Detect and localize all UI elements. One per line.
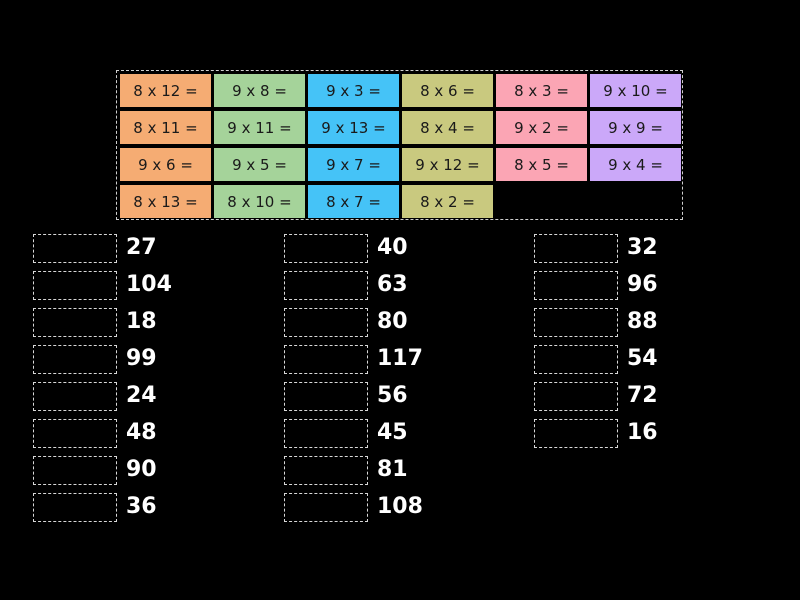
- answer-row: 108: [284, 493, 504, 530]
- answer-value: 48: [126, 420, 157, 445]
- expression-tile[interactable]: 8 x 6 =: [402, 74, 493, 107]
- answer-row: 18: [33, 308, 253, 345]
- answer-row: 36: [33, 493, 253, 530]
- drop-slot[interactable]: [284, 234, 368, 263]
- expression-tile[interactable]: 9 x 3 =: [308, 74, 399, 107]
- expression-tile[interactable]: 9 x 2 =: [496, 111, 587, 144]
- answer-row: 56: [284, 382, 504, 419]
- expression-tile[interactable]: 8 x 11 =: [120, 111, 211, 144]
- answer-row: 80: [284, 308, 504, 345]
- answer-value: 117: [377, 346, 423, 371]
- drop-slot[interactable]: [284, 456, 368, 485]
- answer-row: 16: [534, 419, 754, 456]
- drop-slot[interactable]: [284, 271, 368, 300]
- answer-value: 40: [377, 235, 408, 260]
- answer-value: 63: [377, 272, 408, 297]
- answer-row: 40: [284, 234, 504, 271]
- answer-row: 81: [284, 456, 504, 493]
- expression-tile[interactable]: 8 x 4 =: [402, 111, 493, 144]
- answer-value: 81: [377, 457, 408, 482]
- drop-slot[interactable]: [534, 382, 618, 411]
- expression-tile[interactable]: 8 x 3 =: [496, 74, 587, 107]
- expression-tile[interactable]: 9 x 5 =: [214, 148, 305, 181]
- answer-value: 32: [627, 235, 658, 260]
- answer-row: 90: [33, 456, 253, 493]
- answer-value: 36: [126, 494, 157, 519]
- answer-value: 24: [126, 383, 157, 408]
- drop-slot[interactable]: [33, 345, 117, 374]
- answer-value: 99: [126, 346, 157, 371]
- answer-value: 90: [126, 457, 157, 482]
- answer-value: 27: [126, 235, 157, 260]
- drop-slot[interactable]: [33, 456, 117, 485]
- drop-slot[interactable]: [284, 308, 368, 337]
- answer-row: 32: [534, 234, 754, 271]
- tile-pool: 8 x 12 = 9 x 8 = 9 x 3 = 8 x 6 = 8 x 3 = 9 x …: [116, 70, 683, 220]
- drop-slot[interactable]: [33, 382, 117, 411]
- expression-tile[interactable]: 8 x 13 =: [120, 185, 211, 218]
- answer-value: 72: [627, 383, 658, 408]
- answer-row: 24: [33, 382, 253, 419]
- expression-tile[interactable]: 8 x 12 =: [120, 74, 211, 107]
- answer-value: 96: [627, 272, 658, 297]
- expression-tile[interactable]: 9 x 11 =: [214, 111, 305, 144]
- expression-tile[interactable]: 8 x 5 =: [496, 148, 587, 181]
- drop-slot[interactable]: [284, 419, 368, 448]
- answer-value: 88: [627, 309, 658, 334]
- answer-row: 104: [33, 271, 253, 308]
- expression-tile[interactable]: 8 x 10 =: [214, 185, 305, 218]
- answer-row: 96: [534, 271, 754, 308]
- answer-row: 63: [284, 271, 504, 308]
- answer-row: 88: [534, 308, 754, 345]
- drop-slot[interactable]: [534, 308, 618, 337]
- drop-slot[interactable]: [534, 419, 618, 448]
- expression-tile[interactable]: 9 x 13 =: [308, 111, 399, 144]
- answer-row: 45: [284, 419, 504, 456]
- answer-value: 18: [126, 309, 157, 334]
- expression-tile[interactable]: 8 x 7 =: [308, 185, 399, 218]
- answer-value: 54: [627, 346, 658, 371]
- answer-column-2: 40 63 80 117 56 45 81 108: [284, 234, 504, 530]
- drop-slot[interactable]: [534, 234, 618, 263]
- answer-value: 16: [627, 420, 658, 445]
- drop-slot[interactable]: [534, 345, 618, 374]
- expression-tile[interactable]: 8 x 2 =: [402, 185, 493, 218]
- answer-row: 54: [534, 345, 754, 382]
- expression-tile[interactable]: 9 x 8 =: [214, 74, 305, 107]
- expression-tile[interactable]: 9 x 12 =: [402, 148, 493, 181]
- answer-value: 56: [377, 383, 408, 408]
- answer-value: 108: [377, 494, 423, 519]
- answer-value: 80: [377, 309, 408, 334]
- expression-tile[interactable]: 9 x 9 =: [590, 111, 681, 144]
- drop-slot[interactable]: [33, 419, 117, 448]
- answer-row: 27: [33, 234, 253, 271]
- drop-slot[interactable]: [284, 493, 368, 522]
- drop-slot[interactable]: [284, 345, 368, 374]
- answer-row: 117: [284, 345, 504, 382]
- drop-slot[interactable]: [534, 271, 618, 300]
- answer-value: 45: [377, 420, 408, 445]
- answer-column-1: 27 104 18 99 24 48 90 36: [33, 234, 253, 530]
- answer-row: 48: [33, 419, 253, 456]
- drop-slot[interactable]: [284, 382, 368, 411]
- answer-column-3: 32 96 88 54 72 16: [534, 234, 754, 456]
- answer-row: 99: [33, 345, 253, 382]
- expression-tile[interactable]: 9 x 4 =: [590, 148, 681, 181]
- drop-slot[interactable]: [33, 308, 117, 337]
- expression-tile[interactable]: 9 x 10 =: [590, 74, 681, 107]
- expression-tile[interactable]: 9 x 6 =: [120, 148, 211, 181]
- drop-slot[interactable]: [33, 493, 117, 522]
- expression-tile[interactable]: 9 x 7 =: [308, 148, 399, 181]
- drop-slot[interactable]: [33, 234, 117, 263]
- drop-slot[interactable]: [33, 271, 117, 300]
- answer-row: 72: [534, 382, 754, 419]
- answer-value: 104: [126, 272, 172, 297]
